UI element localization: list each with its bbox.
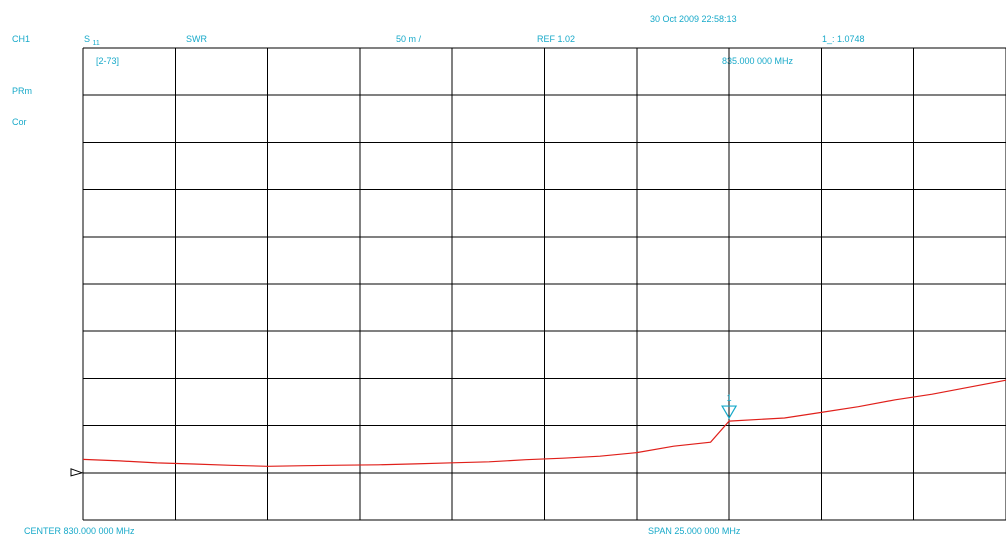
channel-label: CH1: [12, 34, 31, 44]
reference-label: REF 1.02: [537, 34, 576, 44]
marker-frequency: 835.000 000 MHz: [722, 56, 794, 66]
parameter-name: S: [84, 34, 91, 44]
swr-trace: [82, 379, 1006, 467]
parameter-mode-label: PRm: [12, 86, 32, 96]
format-label: SWR: [186, 34, 207, 44]
marker-readout: 1_: 1.0748: [822, 34, 865, 44]
reference-level-indicator: [70, 468, 84, 477]
center-frequency-label: CENTER 830.000 000 MHz: [24, 526, 135, 536]
parameter-label: S 11: [84, 34, 100, 47]
parameter-subscript: 11: [92, 40, 100, 47]
scale-label: 50 m /: [396, 34, 422, 44]
correction-label: Cor: [12, 117, 27, 127]
marker-number: 1: [727, 393, 732, 403]
marker-box-label: [2-73]: [96, 56, 120, 66]
span-label: SPAN 25.000 000 MHz: [648, 526, 741, 536]
marker-triangle: [721, 405, 738, 420]
timestamp: 30 Oct 2009 22:58:13: [650, 14, 737, 24]
